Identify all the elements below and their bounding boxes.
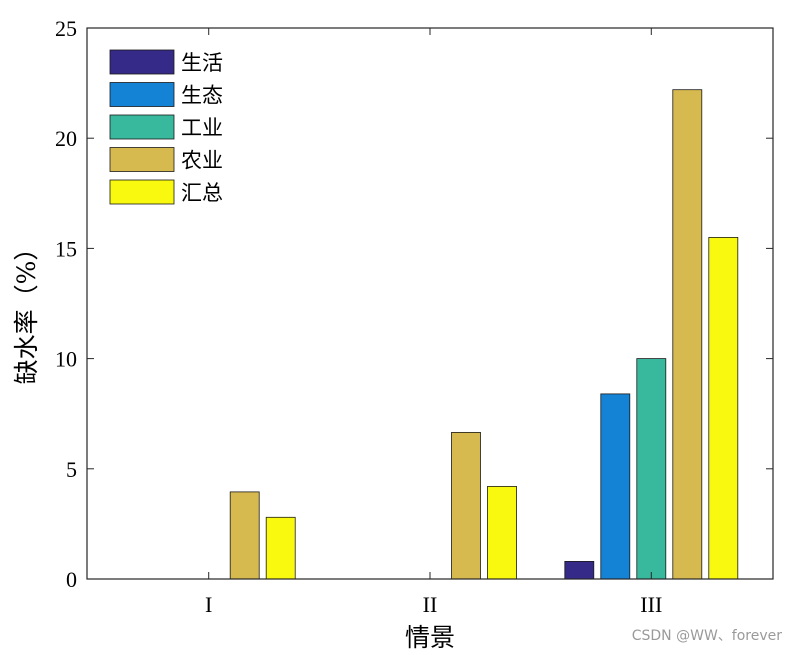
y-axis-title: 缺水率（%） <box>12 236 41 385</box>
bar <box>636 358 667 580</box>
y-tick-label: 5 <box>66 457 77 482</box>
bars-group <box>229 89 739 580</box>
legend-swatch <box>109 49 175 75</box>
bar <box>672 89 703 580</box>
legend-swatch <box>109 82 175 107</box>
bar <box>487 485 517 580</box>
bar <box>708 236 739 580</box>
bar <box>564 561 595 580</box>
legend-swatch <box>109 147 175 172</box>
bar <box>600 393 631 580</box>
y-tick-label: 10 <box>55 347 77 372</box>
x-tick-label: II <box>423 592 438 617</box>
bar <box>265 516 296 580</box>
legend-swatch <box>109 179 175 205</box>
bar <box>229 491 260 580</box>
y-tick-label: 20 <box>55 126 77 151</box>
bar <box>451 431 481 580</box>
y-tick-label: 25 <box>55 16 77 41</box>
legend-label: 生态 <box>181 84 223 108</box>
legend-label: 农业 <box>181 149 223 173</box>
legend-label: 工业 <box>181 116 223 140</box>
x-tick-label: I <box>205 592 212 617</box>
legend-label: 汇总 <box>181 181 223 205</box>
x-tick-label: III <box>640 592 662 617</box>
watermark: CSDN @WW、forever <box>631 628 782 644</box>
y-tick-label: 15 <box>55 236 77 261</box>
legend-swatch <box>109 114 175 140</box>
x-axis-title: 情景 <box>405 623 455 652</box>
legend-label: 生活 <box>181 51 223 75</box>
y-tick-label: 0 <box>66 567 77 592</box>
